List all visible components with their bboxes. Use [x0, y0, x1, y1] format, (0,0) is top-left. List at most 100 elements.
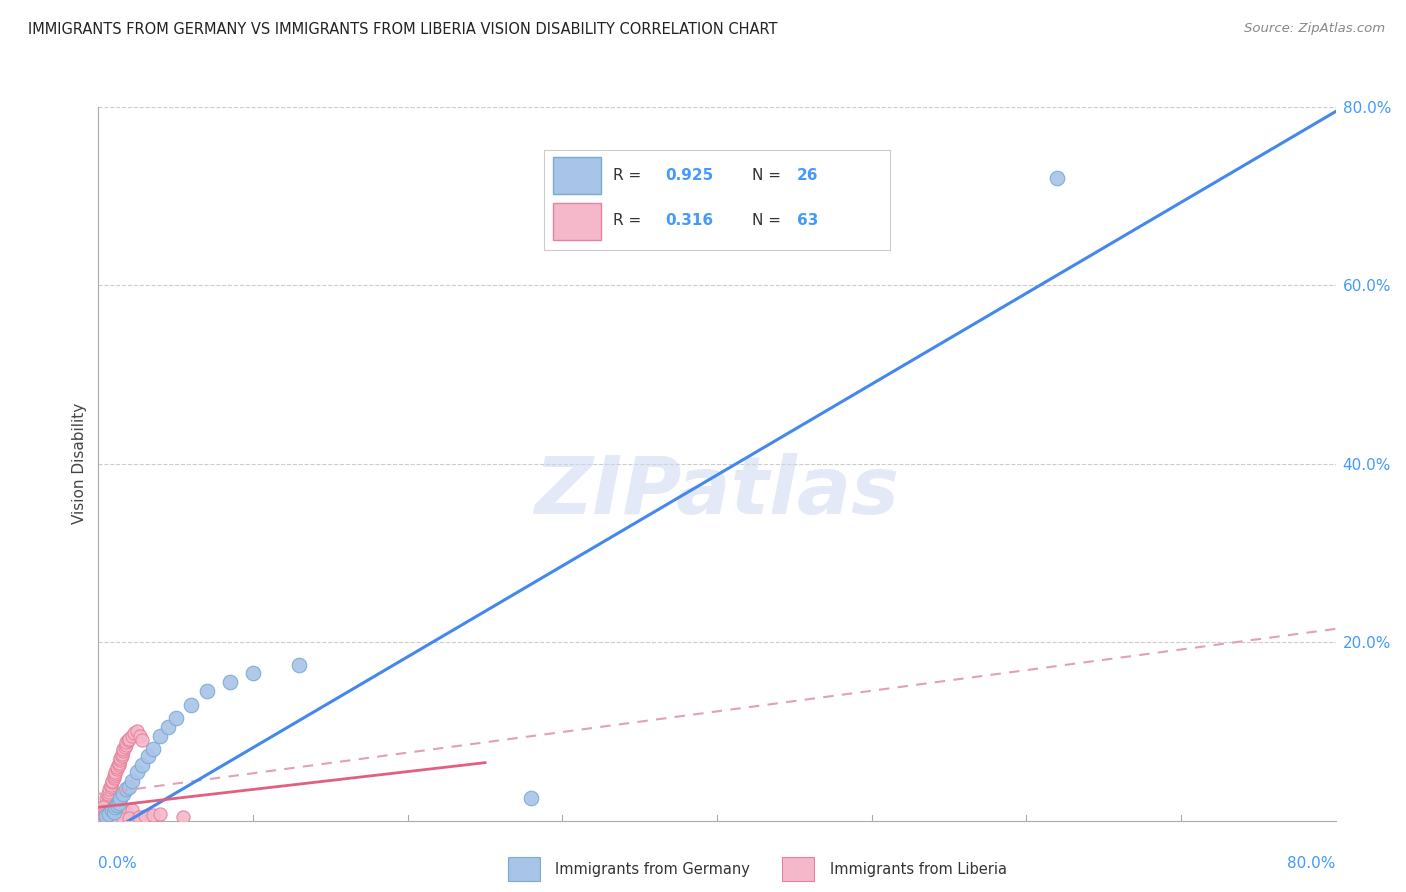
Point [100, 780, 122, 794]
Point [104, 764, 127, 779]
Point [180, 698, 202, 712]
Point [121, 773, 143, 788]
Point [105, 806, 128, 821]
FancyBboxPatch shape [553, 157, 600, 194]
Point [101, 803, 124, 817]
Text: 0.0%: 0.0% [98, 856, 138, 871]
Text: 26: 26 [797, 168, 818, 183]
Point [101, 810, 124, 824]
Point [115, 738, 138, 752]
Point [127, 724, 149, 739]
Point [129, 729, 152, 743]
Point [122, 726, 145, 740]
Point [112, 742, 135, 756]
Point [242, 666, 264, 681]
Point [136, 749, 159, 764]
Point [107, 756, 129, 770]
Point [91, 800, 114, 814]
Point [98, 806, 121, 821]
FancyBboxPatch shape [782, 857, 814, 880]
Point [97, 789, 120, 803]
Point [142, 808, 165, 822]
Point [115, 735, 138, 749]
Point [100, 778, 122, 792]
Point [100, 808, 122, 822]
Point [93, 803, 115, 817]
Point [103, 807, 125, 822]
Point [98, 808, 121, 822]
Point [112, 744, 135, 758]
Point [104, 767, 127, 781]
Point [101, 773, 124, 788]
Point [107, 796, 129, 810]
Point [118, 780, 141, 794]
Point [96, 809, 118, 823]
Point [219, 675, 242, 690]
Point [117, 733, 139, 747]
Text: Immigrants from Germany: Immigrants from Germany [555, 863, 751, 877]
Text: N =: N = [752, 168, 786, 183]
Point [101, 775, 124, 789]
Point [96, 796, 118, 810]
Text: ZIPatlas: ZIPatlas [534, 453, 900, 532]
Point [112, 812, 135, 826]
Point [91, 806, 114, 821]
Text: Immigrants from Liberia: Immigrants from Liberia [830, 863, 1007, 877]
Point [165, 711, 187, 725]
Point [108, 753, 131, 767]
Point [105, 760, 128, 774]
FancyBboxPatch shape [508, 857, 540, 880]
Point [91, 805, 114, 819]
Point [93, 800, 115, 814]
Point [108, 791, 131, 805]
Point [91, 812, 114, 826]
Text: N =: N = [752, 213, 786, 227]
Point [195, 684, 218, 698]
Point [131, 733, 153, 747]
Point [118, 731, 141, 746]
Point [112, 787, 135, 801]
Point [128, 810, 150, 824]
Text: 80.0%: 80.0% [1288, 856, 1336, 871]
Text: R =: R = [613, 213, 647, 227]
Point [97, 809, 120, 823]
Point [90, 809, 112, 823]
Point [107, 758, 129, 772]
Point [121, 729, 143, 743]
Point [97, 787, 120, 801]
Point [111, 749, 134, 764]
Point [288, 657, 311, 672]
Point [173, 810, 195, 824]
Point [105, 762, 128, 776]
Point [127, 764, 149, 779]
Point [93, 805, 115, 819]
Text: R =: R = [613, 168, 647, 183]
Point [93, 811, 115, 825]
Point [103, 771, 125, 785]
Point [103, 769, 125, 783]
Point [98, 782, 121, 797]
Text: IMMIGRANTS FROM GERMANY VS IMMIGRANTS FROM LIBERIA VISION DISABILITY CORRELATION: IMMIGRANTS FROM GERMANY VS IMMIGRANTS FR… [28, 22, 778, 37]
Point [131, 758, 153, 772]
Point [149, 807, 172, 822]
Point [149, 729, 172, 743]
Point [114, 740, 136, 755]
Point [111, 747, 134, 761]
Point [121, 803, 143, 817]
Point [104, 800, 127, 814]
FancyBboxPatch shape [553, 203, 600, 240]
Point [520, 791, 543, 805]
Point [108, 751, 131, 765]
Point [105, 797, 128, 812]
Text: 63: 63 [797, 213, 818, 227]
Text: 0.925: 0.925 [665, 168, 713, 183]
Point [96, 797, 118, 812]
Point [96, 810, 118, 824]
Point [105, 811, 128, 825]
Text: 0.316: 0.316 [665, 213, 713, 227]
Point [115, 805, 138, 819]
Point [142, 742, 165, 756]
Text: Source: ZipAtlas.com: Source: ZipAtlas.com [1244, 22, 1385, 36]
Point [134, 809, 156, 823]
Point [1046, 171, 1069, 186]
